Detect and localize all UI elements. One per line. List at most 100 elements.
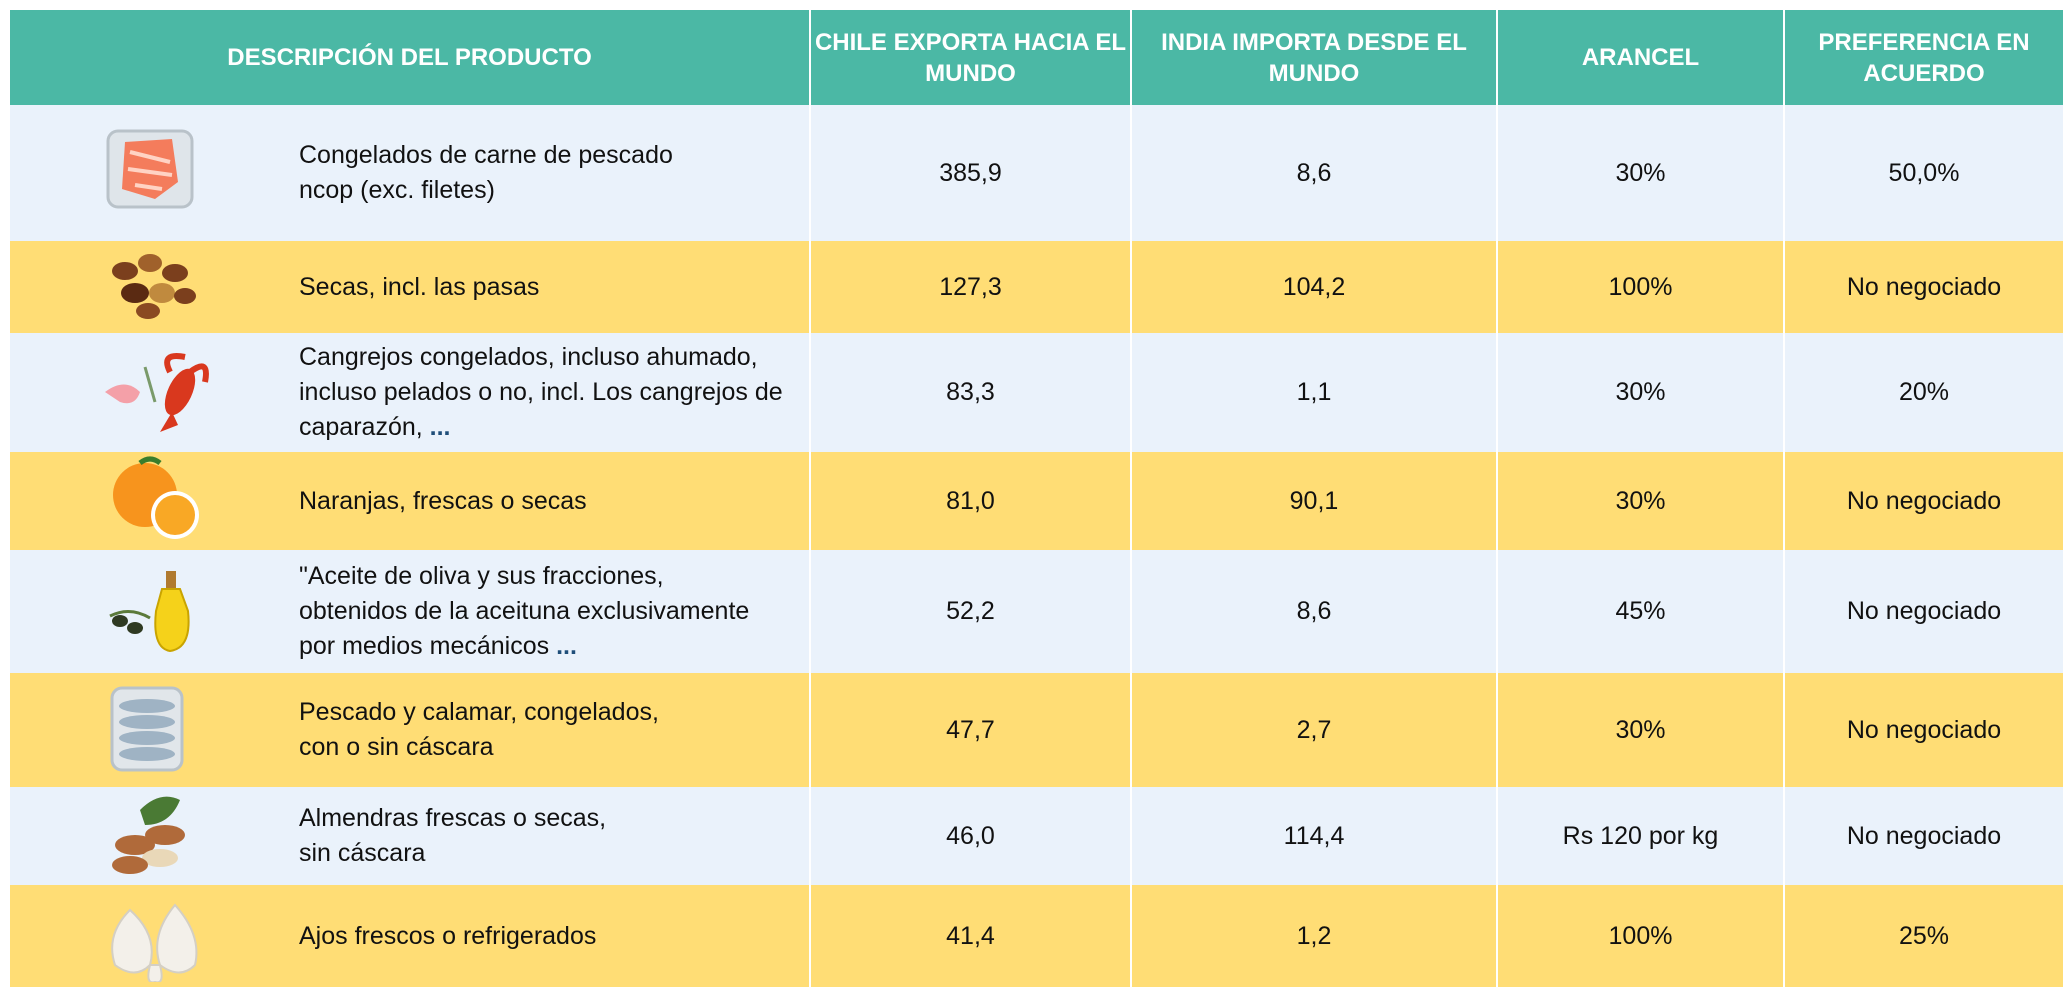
product-icon	[10, 684, 299, 776]
description-line-text: ncop (exc. filetes)	[299, 176, 495, 204]
description: Ajos frescos o refrigerados	[10, 890, 809, 982]
chile-cell: 41,4	[809, 885, 1132, 987]
preferencia-cell: No negociado	[1783, 673, 2063, 787]
description-text: Secas, incl. las pasas	[299, 270, 539, 305]
description-text: Congelados de carne de pescado ncop (exc.…	[299, 138, 673, 208]
table-row: Cangrejos congelados, incluso ahumado, in…	[8, 333, 2063, 452]
description-line: Naranjas, frescas o secas	[299, 484, 587, 519]
icon	[104, 352, 209, 432]
product-icon	[10, 455, 299, 547]
description: Congelados de carne de pescado ncop (exc.…	[10, 127, 809, 219]
description-line-text: Ajos frescos o refrigerados	[299, 921, 597, 950]
india-cell: 1,2	[1130, 885, 1498, 987]
description-cell: Ajos frescos o refrigerados	[8, 885, 811, 987]
chile-cell: 47,7	[809, 673, 1132, 787]
table-row: Naranjas, frescas o secas 81,0 90,1 30% No n…	[8, 452, 2063, 550]
icon	[111, 796, 185, 874]
product-icon	[10, 890, 299, 982]
description-line-text: "Aceite de oliva y sus fracciones,	[299, 562, 664, 590]
preferencia-cell: 50,0%	[1783, 105, 2063, 241]
arancel-cell: 30%	[1496, 333, 1785, 452]
description-line-text: sin cáscara	[299, 839, 426, 867]
india-cell: 8,6	[1130, 105, 1498, 241]
description-line: por medios mecánicos ...	[299, 629, 749, 664]
ellipsis: ...	[556, 632, 577, 660]
product-icon	[10, 347, 299, 439]
preferencia-cell: No negociado	[1783, 241, 2063, 333]
description-line-text: con o sin cáscara	[299, 733, 494, 761]
ellipsis: ...	[429, 413, 451, 441]
column-header: INDIA IMPORTA DESDE EL MUNDO	[1130, 10, 1498, 105]
table-row: Congelados de carne de pescado ncop (exc.…	[8, 105, 2063, 241]
description: "Aceite de oliva y sus fracciones, obteni…	[10, 559, 809, 664]
arancel-cell: 100%	[1496, 885, 1785, 987]
product-table: DESCRIPCIÓN DEL PRODUCTO CHILE EXPORTA HA…	[8, 10, 2063, 987]
description-line: Cangrejos congelados, incluso ahumado,	[299, 340, 783, 375]
description: Pescado y calamar, congelados, con o sin …	[10, 684, 809, 776]
description-line: caparazón, ...	[299, 410, 783, 445]
preferencia-cell: No negociado	[1783, 550, 2063, 673]
description-line-text: incluso pelados o no, incl. Los cangrejo…	[299, 378, 783, 406]
chile-cell: 385,9	[809, 105, 1132, 241]
india-cell: 104,2	[1130, 241, 1498, 333]
chile-cell: 81,0	[809, 452, 1132, 550]
description-cell: Pescado y calamar, congelados, con o sin …	[8, 673, 811, 787]
icon	[111, 254, 196, 319]
description-line: con o sin cáscara	[299, 730, 659, 765]
table-row: "Aceite de oliva y sus fracciones, obteni…	[8, 550, 2063, 673]
description-line: sin cáscara	[299, 836, 606, 871]
chile-cell: 83,3	[809, 333, 1132, 452]
arancel-cell: 45%	[1496, 550, 1785, 673]
description-line-text: Congelados de carne de pescado	[299, 141, 673, 169]
icon	[110, 903, 197, 982]
icon	[110, 686, 183, 772]
description-text: Almendras frescas o secas, sin cáscara	[299, 801, 606, 871]
column-header: ARANCEL	[1496, 10, 1785, 105]
description-cell: "Aceite de oliva y sus fracciones, obteni…	[8, 550, 811, 673]
india-cell: 8,6	[1130, 550, 1498, 673]
chile-cell: 52,2	[809, 550, 1132, 673]
icon	[112, 456, 199, 539]
description: Secas, incl. las pasas	[10, 241, 809, 333]
description-line-text: Naranjas, frescas o secas	[299, 486, 587, 515]
table-row: Pescado y calamar, congelados, con o sin …	[8, 673, 2063, 787]
description-line: Pescado y calamar, congelados,	[299, 695, 659, 730]
arancel-cell: 30%	[1496, 452, 1785, 550]
icon	[108, 570, 190, 652]
description-line-text: Cangrejos congelados, incluso ahumado,	[299, 343, 758, 371]
description-line: Secas, incl. las pasas	[299, 270, 539, 305]
description: Cangrejos congelados, incluso ahumado, in…	[10, 340, 809, 445]
description-cell: Secas, incl. las pasas	[8, 241, 811, 333]
description-text: Ajos frescos o refrigerados	[299, 919, 596, 954]
icon	[106, 129, 193, 209]
column-header: CHILE EXPORTA HACIA EL MUNDO	[809, 10, 1132, 105]
preferencia-cell: 25%	[1783, 885, 2063, 987]
description-line: ncop (exc. filetes)	[299, 173, 673, 208]
table-row: Secas, incl. las pasas 127,3 104,2 100% No n…	[8, 241, 2063, 333]
arancel-cell: Rs 120 por kg	[1496, 787, 1785, 885]
header-row: DESCRIPCIÓN DEL PRODUCTO CHILE EXPORTA HA…	[8, 10, 2063, 105]
preferencia-cell: No negociado	[1783, 787, 2063, 885]
product-icon	[10, 127, 299, 219]
description-cell: Almendras frescas o secas, sin cáscara	[8, 787, 811, 885]
product-icon	[10, 241, 299, 333]
description-text: Naranjas, frescas o secas	[299, 484, 587, 519]
product-icon	[10, 566, 299, 658]
column-header: PREFERENCIA EN ACUERDO	[1783, 10, 2063, 105]
description-line-text: Almendras frescas o secas,	[299, 804, 607, 832]
table-row: Almendras frescas o secas, sin cáscara 46,…	[8, 787, 2063, 885]
description-line: Almendras frescas o secas,	[299, 801, 606, 836]
description-text: Pescado y calamar, congelados, con o sin …	[299, 695, 659, 765]
chile-cell: 46,0	[809, 787, 1132, 885]
description-line: Ajos frescos o refrigerados	[299, 919, 596, 954]
description-cell: Congelados de carne de pescado ncop (exc.…	[8, 105, 811, 241]
description-line-text: Secas, incl. las pasas	[299, 272, 540, 301]
arancel-cell: 100%	[1496, 241, 1785, 333]
description-cell: Naranjas, frescas o secas	[8, 452, 811, 550]
preferencia-cell: 20%	[1783, 333, 2063, 452]
india-cell: 114,4	[1130, 787, 1498, 885]
description-line: "Aceite de oliva y sus fracciones,	[299, 559, 749, 594]
description: Naranjas, frescas o secas	[10, 455, 809, 547]
arancel-cell: 30%	[1496, 105, 1785, 241]
